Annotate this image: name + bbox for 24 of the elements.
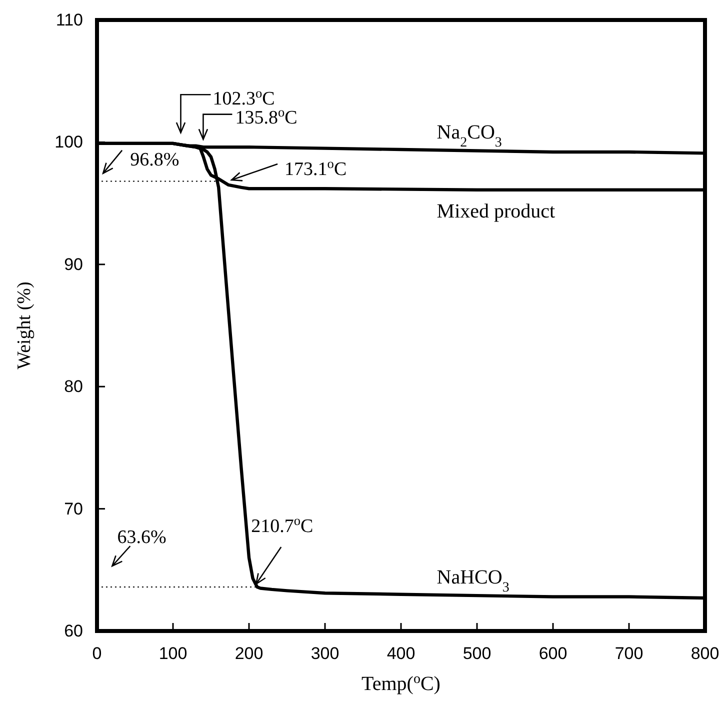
- y-tick-label: 100: [54, 132, 83, 152]
- annotation: 173.1$^{o}$C: [284, 155, 347, 180]
- y-tick-label: 60: [64, 621, 83, 640]
- series-label: Na$_{2}$CO$_{3}$: [436, 122, 502, 150]
- x-tick-label: 800: [690, 644, 720, 664]
- y-tick-label: 90: [64, 254, 83, 274]
- x-axis-title: Temp($^{o}$C): [362, 672, 440, 695]
- x-tick-label: 300: [310, 644, 340, 664]
- y-tick-label: 70: [64, 499, 83, 518]
- x-tick-label: 600: [538, 644, 568, 664]
- series-label: Mixed product: [436, 200, 556, 223]
- annotation: 63.6%: [117, 527, 166, 548]
- series-label: NaHCO$_{3}$: [436, 566, 510, 595]
- x-tick-label: 500: [462, 644, 492, 664]
- y-tick-label: 80: [64, 377, 83, 396]
- x-tick-label: 100: [158, 644, 188, 664]
- x-tick-label: 400: [386, 644, 416, 664]
- x-tick-label: 700: [614, 644, 644, 664]
- y-tick-label: 110: [56, 10, 83, 30]
- x-tick-label: 0: [92, 644, 102, 664]
- y-axis-title: Weight (%): [14, 282, 35, 370]
- annotation: 210.7$^{o}$C: [251, 512, 314, 538]
- x-tick-label: 200: [234, 644, 264, 664]
- annotation: 96.8%: [130, 149, 180, 170]
